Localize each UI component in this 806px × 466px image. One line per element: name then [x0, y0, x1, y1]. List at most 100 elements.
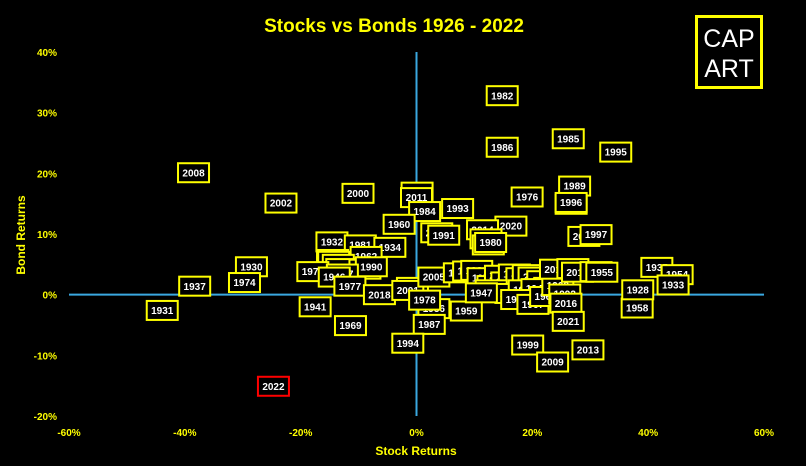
data-point-label: 1982	[491, 91, 514, 102]
data-point-label: 2008	[182, 168, 205, 179]
data-point-label: 1996	[560, 198, 583, 209]
data-point-label: 2022	[262, 382, 285, 393]
data-point-box	[571, 339, 605, 361]
y-tick-label: -10%	[34, 351, 57, 362]
data-point: 1958	[620, 297, 654, 319]
data-point-label: 2018	[368, 290, 391, 301]
data-point: 1994	[391, 332, 425, 354]
data-point: 1959	[449, 300, 483, 322]
x-tick-label: -40%	[173, 428, 196, 439]
y-tick-label: 30%	[37, 109, 57, 120]
data-point-box	[621, 279, 655, 301]
data-point-label: 1980	[480, 238, 503, 249]
data-point-box	[511, 334, 545, 356]
data-point-label: 1978	[413, 296, 436, 307]
data-point: 2000	[341, 182, 375, 204]
data-point: 1941	[298, 296, 332, 318]
data-point-box	[264, 192, 298, 214]
data-point-label: 2005	[423, 273, 446, 284]
data-point-label: 1997	[585, 230, 608, 241]
data-point: 1932	[315, 231, 349, 253]
data-point-box	[333, 315, 367, 337]
y-tick-label: 0%	[43, 291, 58, 302]
y-tick-label: 10%	[37, 230, 57, 241]
data-point-label: 1999	[517, 341, 540, 352]
data-point-label: 2013	[577, 345, 600, 356]
data-point: 1976	[510, 186, 544, 208]
data-point: 2002	[264, 192, 298, 214]
data-point: 1997	[579, 224, 613, 246]
data-point-box	[227, 272, 261, 294]
data-point: 1985	[551, 128, 585, 150]
data-point-label: 2021	[557, 317, 580, 328]
y-tick-labels: -20% -10% 0% 10% 20% 30% 40%	[34, 48, 57, 423]
data-point: 1937	[178, 275, 212, 297]
data-point: 2016	[549, 292, 583, 314]
data-point: 1986	[485, 136, 519, 158]
data-point-box	[464, 282, 498, 304]
data-point-box	[382, 213, 416, 235]
data-point: 2021	[551, 310, 585, 332]
data-point: 1928	[621, 279, 655, 301]
data-point-box	[408, 201, 442, 223]
data-point: 1947	[464, 282, 498, 304]
data-point-label: 2020	[500, 222, 523, 233]
data-point-box	[551, 128, 585, 150]
data-point-box	[178, 275, 212, 297]
x-tick-label: 60%	[754, 428, 774, 439]
data-point: 2022	[256, 375, 290, 397]
data-point-label: 1958	[626, 304, 649, 315]
data-point-label: 1960	[388, 220, 411, 231]
data-point-box	[177, 162, 211, 184]
data-point-label: 1930	[240, 262, 263, 273]
data-point-label: 1947	[470, 288, 493, 299]
data-point-label: 1969	[339, 321, 362, 332]
x-axis-label: Stock Returns	[375, 444, 457, 458]
data-point-label: 1987	[418, 320, 441, 331]
data-point-label: 1976	[516, 193, 539, 204]
data-point-box	[485, 85, 519, 107]
data-point-label: 1990	[360, 262, 383, 273]
x-tick-label: 20%	[522, 428, 542, 439]
data-point-box	[579, 224, 613, 246]
data-point: 1995	[599, 141, 633, 163]
y-tick-label: 40%	[37, 48, 57, 59]
data-point-box	[256, 375, 290, 397]
data-point-label: 1995	[605, 148, 628, 159]
data-point-box	[554, 191, 588, 213]
data-point: 1990	[354, 256, 388, 278]
data-point-label: 1959	[455, 307, 478, 318]
data-point: 1969	[333, 315, 367, 337]
y-tick-label: -20%	[34, 412, 57, 423]
data-point-label: 1955	[591, 268, 614, 279]
data-point-label: 1935	[646, 263, 669, 274]
data-point-label: 1993	[446, 204, 469, 215]
data-point: 1996	[554, 191, 588, 213]
data-point: 1977	[333, 275, 367, 297]
data-point: 2013	[571, 339, 605, 361]
data-point-box	[474, 231, 508, 253]
data-point-label: 1961	[535, 292, 558, 303]
data-point-label: 2012	[544, 265, 567, 276]
data-point-label: 1932	[321, 237, 344, 248]
data-point: 1933	[656, 274, 690, 296]
data-point-label: 2000	[347, 189, 370, 200]
data-point: 1980	[474, 231, 508, 253]
data-point: 1993	[441, 198, 475, 220]
x-tick-labels: -60% -40% -20% 0% 20% 40% 60%	[57, 428, 774, 439]
data-point: 2005	[417, 266, 451, 288]
data-points: 1982198519951986200819891976199819962000…	[145, 85, 694, 397]
data-point-label: 1931	[151, 306, 174, 317]
data-point-label: 2002	[270, 199, 293, 210]
data-point: 1987	[412, 313, 446, 335]
x-tick-label: 40%	[638, 428, 658, 439]
chart-title: Stocks vs Bonds 1926 - 2022	[264, 16, 524, 37]
data-point-box	[585, 261, 619, 283]
logo-line-2: ART	[704, 55, 754, 83]
data-point-box	[298, 296, 332, 318]
data-point-box	[551, 310, 585, 332]
zero-lines	[69, 52, 764, 416]
x-tick-label: 0%	[409, 428, 424, 439]
data-point-box	[441, 198, 475, 220]
cap-art-logo: CAP ART	[695, 15, 763, 89]
